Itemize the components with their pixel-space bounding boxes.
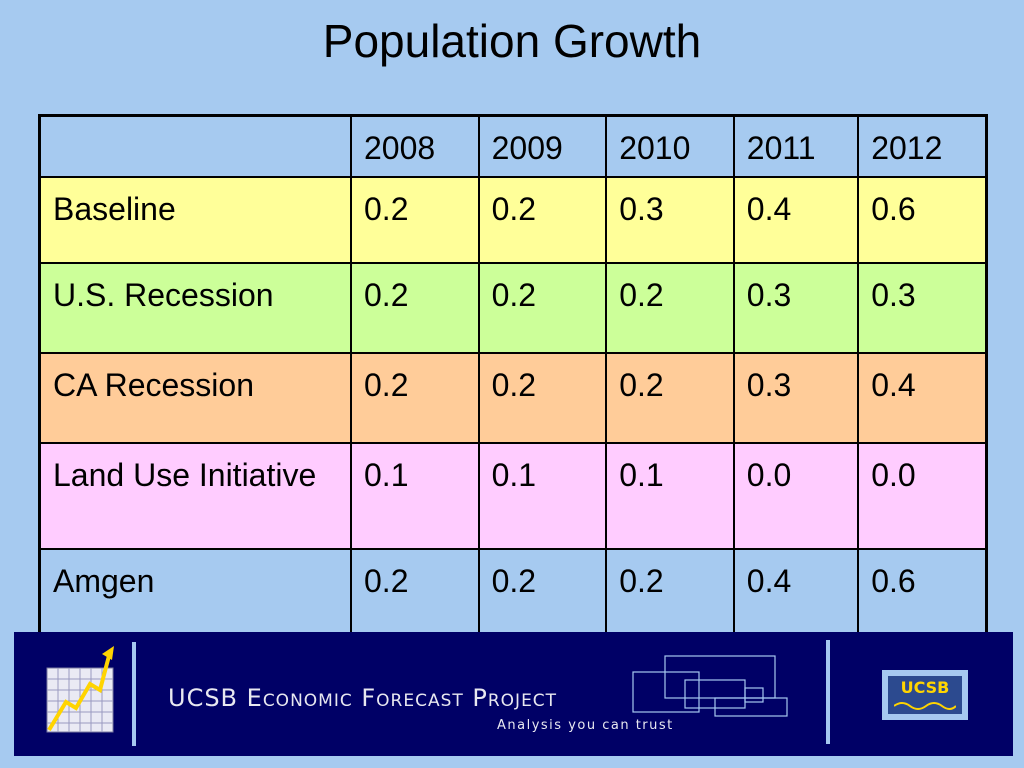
project-name: UCSB Economic Forecast Project [168,684,558,712]
row-label: Amgen [38,548,352,635]
table-cell: 0.2 [477,352,608,444]
table-cell: 0.1 [477,442,608,550]
table-cell: 0.6 [857,548,988,635]
table-cell: 0.2 [605,352,735,444]
table-cell: 0.3 [857,262,988,354]
page-title: Population Growth [322,15,702,67]
header-cell: 2008 [350,114,480,178]
table-row: Land Use Initiative 0.1 0.1 0.1 0.0 0.0 [38,442,988,550]
project-tagline: Analysis you can trust [497,718,674,733]
header-cell: 2011 [732,114,860,178]
table-cell: 0.0 [732,442,860,550]
table-cell: 0.4 [857,352,988,444]
wave-icon [894,702,956,710]
overlapping-boxes-graphic [632,655,788,717]
table-header-row: 2008 2009 2010 2011 2012 [38,114,988,178]
ucsb-logo: UCSB [882,670,968,720]
footer-banner: UCSB Economic Forecast Project Analysis … [14,632,1013,756]
table-cell: 0.6 [857,176,988,264]
header-cell: 2012 [857,114,988,178]
table-cell: 0.2 [605,548,735,635]
table-cell: 0.2 [350,176,480,264]
row-label: CA Recession [38,352,352,444]
table-row: Baseline 0.2 0.2 0.3 0.4 0.6 [38,176,988,264]
table-cell: 0.2 [605,262,735,354]
table-cell: 0.2 [477,176,608,264]
table-cell: 0.2 [350,262,480,354]
table-cell: 0.4 [732,176,860,264]
table-row: Amgen 0.2 0.2 0.2 0.4 0.6 [38,548,988,635]
row-label: Baseline [38,176,352,264]
header-cell: 2009 [477,114,608,178]
table-cell: 0.3 [732,262,860,354]
header-cell [38,114,352,178]
table-cell: 0.0 [857,442,988,550]
growth-chart-icon [46,646,114,733]
table-cell: 0.2 [350,352,480,444]
footer-divider [132,642,136,746]
header-cell: 2010 [605,114,735,178]
footer-divider [826,640,830,744]
row-label: U.S. Recession [38,262,352,354]
table-row: U.S. Recession 0.2 0.2 0.2 0.3 0.3 [38,262,988,354]
table-cell: 0.3 [605,176,735,264]
table-cell: 0.2 [477,262,608,354]
table-row: CA Recession 0.2 0.2 0.2 0.3 0.4 [38,352,988,444]
table-cell: 0.1 [605,442,735,550]
table-cell: 0.4 [732,548,860,635]
row-label: Land Use Initiative [38,442,352,550]
table-cell: 0.3 [732,352,860,444]
population-growth-table: 2008 2009 2010 2011 2012 Baseline 0.2 0.… [38,114,988,635]
table-cell: 0.2 [350,548,480,635]
table-cell: 0.2 [477,548,608,635]
table-cell: 0.1 [350,442,480,550]
